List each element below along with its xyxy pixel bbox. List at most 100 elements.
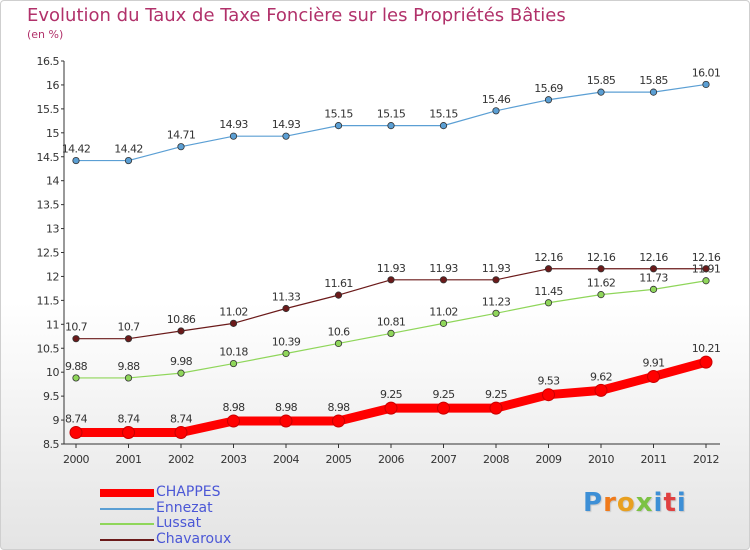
data-point-ennezat (177, 143, 185, 151)
data-point-chappes (279, 414, 293, 428)
data-label-chappes: 8.98 (327, 401, 350, 414)
data-point-ennezat (334, 122, 343, 130)
y-tick-label: 11.5 (37, 294, 60, 307)
data-label-chappes: 9.25 (432, 388, 455, 401)
proxiti-logo: Proxiti (583, 488, 687, 518)
data-point-chappes (227, 414, 240, 428)
data-point-chavaroux (702, 265, 710, 273)
data-point-ennezat (649, 88, 658, 96)
x-tick-label: 2010 (588, 453, 614, 466)
x-tick-label: 2003 (221, 453, 247, 466)
data-label-chappes: 9.53 (537, 375, 560, 388)
data-point-lussat (282, 349, 290, 358)
y-tick-label: 10 (46, 366, 59, 379)
y-tick-label: 13 (46, 223, 59, 236)
legend-swatch-chavaroux (100, 538, 154, 541)
data-point-chavaroux (229, 319, 238, 327)
data-point-lussat (177, 369, 185, 377)
y-tick-label: 10.5 (37, 342, 60, 355)
data-label-ennezat: 15.85 (639, 74, 668, 87)
y-tick-label: 14.5 (37, 151, 60, 164)
data-point-ennezat (72, 156, 80, 165)
x-tick-label: 2000 (63, 453, 89, 466)
data-point-ennezat (702, 80, 710, 89)
x-tick-label: 2005 (326, 453, 352, 466)
legend-label-ennezat: Ennezat (156, 499, 213, 516)
data-label-ennezat: 16.01 (692, 66, 721, 79)
data-label-chavaroux: 12.16 (692, 251, 721, 264)
data-point-lussat (649, 285, 658, 293)
data-point-chappes (174, 426, 188, 440)
y-tick-label: 13.5 (37, 199, 60, 212)
y-tick-label: 16 (46, 79, 59, 92)
y-tick-label: 16.5 (37, 55, 60, 68)
data-point-ennezat (124, 156, 133, 165)
data-label-chavaroux: 12.16 (639, 251, 668, 264)
data-label-lussat: 9.88 (117, 360, 140, 373)
legend-swatch-lussat (100, 523, 154, 525)
x-tick-label: 2007 (431, 453, 457, 466)
data-point-ennezat (544, 96, 553, 104)
data-point-chappes (699, 355, 713, 369)
x-tick-label: 2008 (483, 453, 509, 466)
data-point-ennezat (439, 122, 448, 130)
data-point-ennezat (229, 132, 238, 140)
logo-letter: t (663, 488, 677, 518)
data-point-lussat (597, 291, 605, 299)
data-point-lussat (334, 339, 343, 348)
x-tick-label: 2011 (641, 453, 667, 466)
data-point-chappes (594, 383, 608, 397)
data-label-chappes: 8.74 (65, 413, 88, 426)
data-label-chappes: 8.98 (275, 401, 298, 414)
legend-label-chappes: CHAPPES (156, 484, 221, 500)
y-tick-label: 9 (53, 414, 60, 427)
data-label-lussat: 10.6 (327, 325, 350, 338)
data-label-lussat: 9.88 (65, 360, 88, 373)
data-point-chappes (122, 426, 135, 440)
data-label-ennezat: 15.15 (429, 108, 458, 121)
chart-title: Evolution du Taux de Taxe Foncière sur l… (27, 5, 566, 26)
logo-letter: i (676, 488, 687, 518)
x-tick-label: 2012 (693, 453, 719, 466)
data-label-chappes: 9.62 (590, 370, 612, 383)
x-tick-label: 2002 (168, 453, 194, 466)
data-point-ennezat (387, 122, 395, 130)
data-label-chavaroux: 11.61 (324, 277, 353, 290)
data-point-lussat (387, 329, 395, 338)
data-label-chappes: 9.25 (485, 388, 508, 401)
data-label-chappes: 8.74 (170, 413, 193, 426)
data-label-ennezat: 14.93 (219, 118, 248, 131)
data-point-lussat (544, 299, 553, 307)
data-label-lussat: 10.39 (272, 336, 301, 349)
y-tick-label: 15.5 (37, 103, 60, 116)
data-label-lussat: 11.62 (587, 277, 616, 290)
data-label-ennezat: 15.69 (534, 82, 563, 95)
y-tick-label: 15 (46, 127, 59, 140)
data-label-ennezat: 15.15 (377, 108, 406, 121)
data-point-chavaroux (597, 265, 605, 273)
data-point-chappes (332, 414, 345, 428)
data-point-chavaroux (72, 335, 80, 343)
data-label-lussat: 11.23 (482, 295, 511, 308)
data-label-ennezat: 14.42 (62, 143, 91, 156)
data-label-lussat: 11.73 (639, 271, 668, 284)
y-tick-label: 11 (46, 318, 59, 331)
data-label-chappes: 9.25 (380, 388, 403, 401)
data-point-lussat (492, 309, 500, 317)
data-point-chavaroux (544, 265, 553, 273)
data-point-lussat (229, 359, 238, 368)
data-label-chavaroux: 11.93 (482, 262, 511, 275)
data-label-ennezat: 14.71 (167, 129, 196, 142)
y-tick-label: 12 (46, 270, 59, 283)
data-label-lussat: 10.18 (219, 346, 248, 359)
x-tick-label: 2009 (536, 453, 562, 466)
data-label-chavaroux: 11.93 (429, 262, 458, 275)
data-label-chavaroux: 12.16 (534, 251, 563, 264)
data-label-chavaroux: 10.7 (117, 321, 140, 334)
data-label-lussat: 9.98 (170, 355, 193, 368)
data-point-ennezat (597, 88, 605, 96)
legend-swatch-chappes (100, 489, 154, 497)
data-point-chavaroux (282, 304, 290, 313)
logo-letter: o (616, 488, 636, 518)
